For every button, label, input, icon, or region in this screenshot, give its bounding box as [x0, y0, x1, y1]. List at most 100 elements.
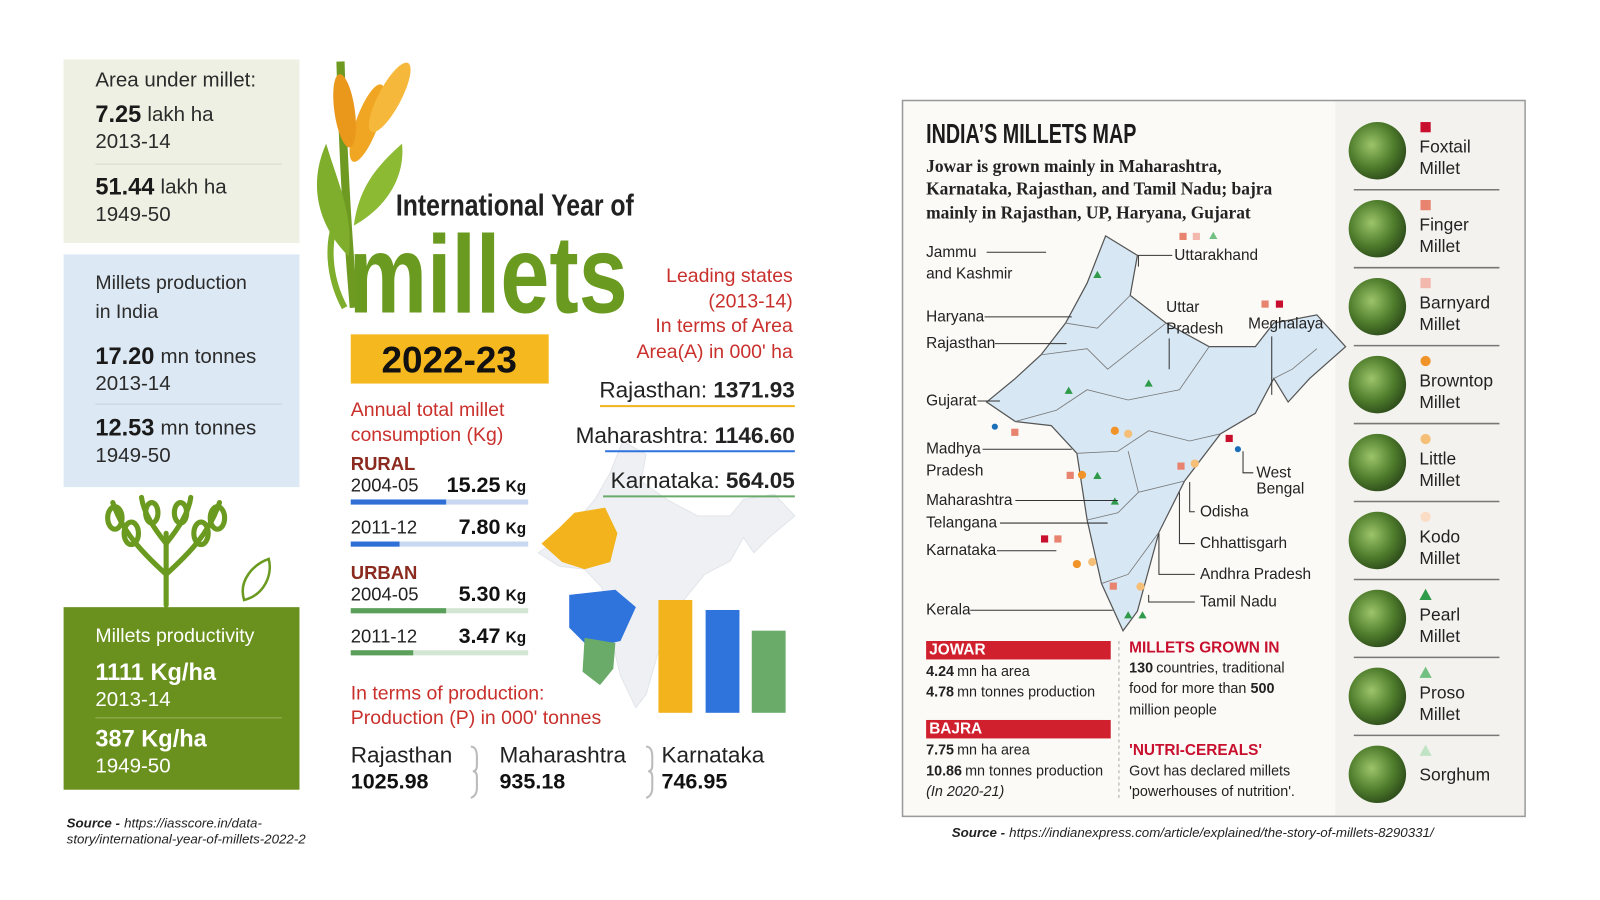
map-label: Karnataka: [926, 542, 997, 559]
nutri-heading: 'NUTRI-CEREALS': [1129, 742, 1262, 759]
map-label: Kerala: [926, 602, 971, 619]
millet-name: Millet: [1419, 392, 1460, 412]
separator: [645, 745, 654, 799]
millet-name: Kodo: [1419, 526, 1460, 546]
productivity-heading: Millets productivity: [95, 625, 254, 647]
production-heading: in India: [95, 301, 158, 323]
consumption-bar: [350, 608, 447, 614]
jowar-line: 4.24 mn ha area: [926, 664, 1030, 680]
millet-photo: [1348, 122, 1407, 180]
consumption-bar: [350, 541, 400, 547]
area-year: 1949-50: [95, 203, 170, 226]
title-top: International Year of: [396, 188, 635, 223]
production-bar: [658, 599, 693, 713]
millet-name: Millet: [1419, 704, 1460, 724]
nutri-line: Govt has declared millets: [1129, 763, 1290, 779]
unit: Kg: [506, 629, 527, 646]
millet-photo: [1348, 511, 1407, 570]
production-year: 1949-50: [95, 444, 170, 467]
production-heading: In terms of production:: [351, 682, 545, 704]
state-value: 1146.60: [715, 422, 795, 447]
map-subtitle: Jowar is grown mainly in Maharashtra,: [926, 156, 1222, 176]
nutri-line: 'powerhouses of nutrition'.: [1129, 784, 1295, 800]
millet-name: Millet: [1419, 314, 1460, 334]
right-source: Source - https://indianexpress.com/articl…: [952, 824, 1435, 839]
consumption-heading: Annual total millet: [351, 399, 505, 421]
millet-name: Millet: [1419, 470, 1460, 490]
millet-name: Millet: [1419, 158, 1460, 178]
production-value: 1025.98: [351, 770, 429, 794]
millet-name: Millet: [1419, 626, 1460, 646]
millet-name: Foxtail: [1419, 137, 1470, 157]
map-label: Uttarakhand: [1174, 247, 1258, 264]
millet-marker: [1420, 199, 1431, 211]
bar-track: [350, 650, 529, 656]
millet-marker: [1419, 666, 1432, 678]
production-heading: Production (P) in 000' tonnes: [351, 707, 602, 729]
unit: Kg: [506, 521, 527, 538]
millet-marker: [1419, 744, 1432, 756]
grown-line: 130 countries, traditional: [1129, 661, 1284, 677]
production-value: 12.53 mn tonnes: [95, 415, 256, 441]
title-main: millets: [349, 213, 628, 336]
millet-marker: [1420, 355, 1431, 367]
map-label: Bengal: [1256, 481, 1304, 498]
production-year: 2013-14: [95, 372, 170, 395]
leading-heading: In terms of Area: [655, 315, 793, 337]
productivity-year: 2013-14: [95, 688, 170, 711]
map-label: Odisha: [1200, 503, 1249, 520]
map-label: West: [1256, 464, 1291, 481]
india-outline-small: [537, 440, 796, 709]
map-label: Telangana: [926, 515, 997, 532]
corn-illustration: [316, 61, 411, 310]
unit: Kg: [506, 479, 527, 496]
millet-marker: [1420, 511, 1431, 523]
productivity-box: [63, 607, 300, 790]
area-value: 51.44 lakh ha: [95, 174, 227, 200]
year: 2004-05: [351, 583, 419, 604]
production-bar: [705, 609, 740, 713]
source-line: story/international-year-of-millets-2022…: [67, 831, 314, 846]
millet-marker: [1419, 588, 1432, 600]
year: 2011-12: [351, 517, 417, 538]
productivity-year: 1949-50: [95, 755, 170, 778]
bajra-line: 10.86 mn tonnes production: [926, 763, 1103, 779]
map-label: Rajasthan: [926, 335, 995, 352]
map-label: and Kashmir: [926, 265, 1012, 282]
millet-name: Little: [1419, 448, 1456, 468]
leading-heading: (2013-14): [708, 291, 792, 313]
leading-state: Rajasthan: 1371.93: [599, 377, 794, 402]
millet-photo: [1348, 355, 1407, 414]
leading-heading: Area(A) in 000' ha: [636, 341, 792, 363]
consumption-bar: [350, 499, 447, 505]
map-label: Pradesh: [926, 462, 983, 479]
bajra-note: (In 2020-21): [926, 784, 1004, 800]
bajra-bar: [926, 719, 1111, 739]
year: 2011-12: [351, 625, 417, 646]
bajra-title: BAJRA: [929, 721, 982, 738]
map-label: Gujarat: [926, 393, 977, 410]
production-state: Rajasthan: [351, 742, 453, 767]
map-labels-left: Jammu and Kashmir Haryana Rajasthan Guja…: [926, 244, 1013, 619]
productivity-value: 387 Kg/ha: [95, 725, 207, 751]
map-label: Maharashtra: [926, 492, 1013, 509]
millet-name: Finger: [1419, 215, 1469, 235]
map-label: Uttar: [1166, 299, 1199, 316]
jowar-title: JOWAR: [929, 642, 985, 659]
state-value: 1371.93: [713, 377, 795, 402]
production-value: 746.95: [662, 770, 728, 794]
content: Area under millet: 7.25 lakh ha 2013-14 5…: [63, 59, 1526, 846]
production-state: Karnataka: [662, 742, 765, 767]
map-label: Tamil Nadu: [1200, 594, 1277, 611]
map-label: Madhya: [926, 441, 981, 458]
production-state: Maharashtra: [499, 742, 626, 767]
leading-state: Karnataka: 564.05: [611, 467, 795, 492]
jowar-bar: [926, 641, 1111, 660]
area-box: [63, 59, 300, 244]
production-heading: Millets production: [95, 272, 247, 294]
grown-line: million people: [1129, 703, 1217, 719]
consumption-value: 15.25: [447, 473, 501, 497]
india-map: [970, 231, 1347, 632]
millet-photo: [1348, 433, 1407, 492]
